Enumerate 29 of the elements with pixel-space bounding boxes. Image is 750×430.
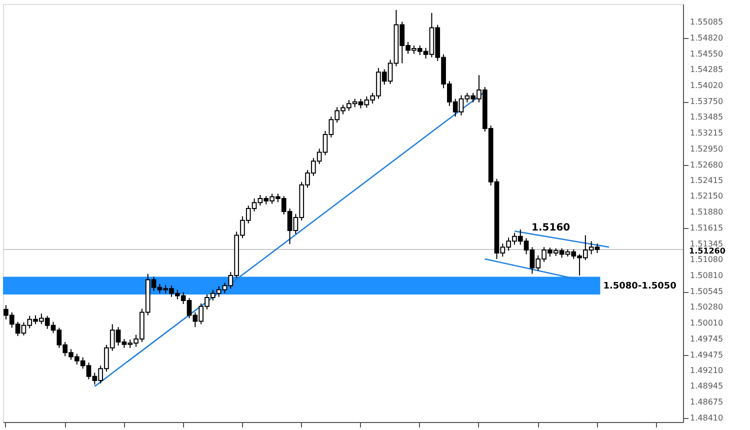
- y-tick-label: 1.54020: [690, 80, 724, 90]
- ref-line-label: 1.51260: [689, 246, 726, 256]
- y-tick-label: 1.48945: [690, 382, 724, 391]
- y-tick-label: 1.54550: [690, 49, 724, 58]
- y-tick-label: 1.50010: [690, 318, 724, 328]
- y-tick-label: 1.54820: [690, 33, 724, 42]
- y-tick-label: 1.51080: [690, 255, 724, 264]
- y-tick-label: 1.53485: [690, 112, 724, 122]
- y-tick-label: 1.53750: [690, 96, 724, 106]
- y-tick-label: 1.49475: [690, 350, 724, 360]
- y-tick-label: 1.52150: [690, 192, 724, 201]
- y-tick-label: 1.49210: [690, 366, 724, 376]
- y-tick-label: 1.54285: [690, 65, 724, 74]
- y-tick-label: 1.50545: [690, 286, 724, 296]
- y-tick-label: 1.48675: [690, 398, 724, 407]
- y-tick-label: 1.53215: [690, 128, 724, 138]
- y-tick-label: 1.50280: [690, 302, 724, 312]
- annotation: 1.5160: [532, 222, 570, 234]
- y-tick-label: 1.52415: [690, 176, 724, 185]
- band-label: 1.5080-1.5050: [603, 282, 676, 292]
- y-tick-label: 1.51345: [690, 239, 724, 248]
- y-tick-label: 1.51615: [690, 223, 724, 232]
- y-tick-label: 1.48410: [690, 413, 724, 422]
- y-tick-label: 1.51880: [690, 208, 724, 217]
- y-tick-label: 1.52680: [690, 160, 724, 170]
- y-tick-label: 1.50810: [690, 271, 724, 280]
- y-tick-label: 1.52950: [690, 144, 724, 154]
- y-tick-label: 1.55085: [690, 18, 724, 27]
- y-tick-label: 1.49745: [690, 334, 724, 344]
